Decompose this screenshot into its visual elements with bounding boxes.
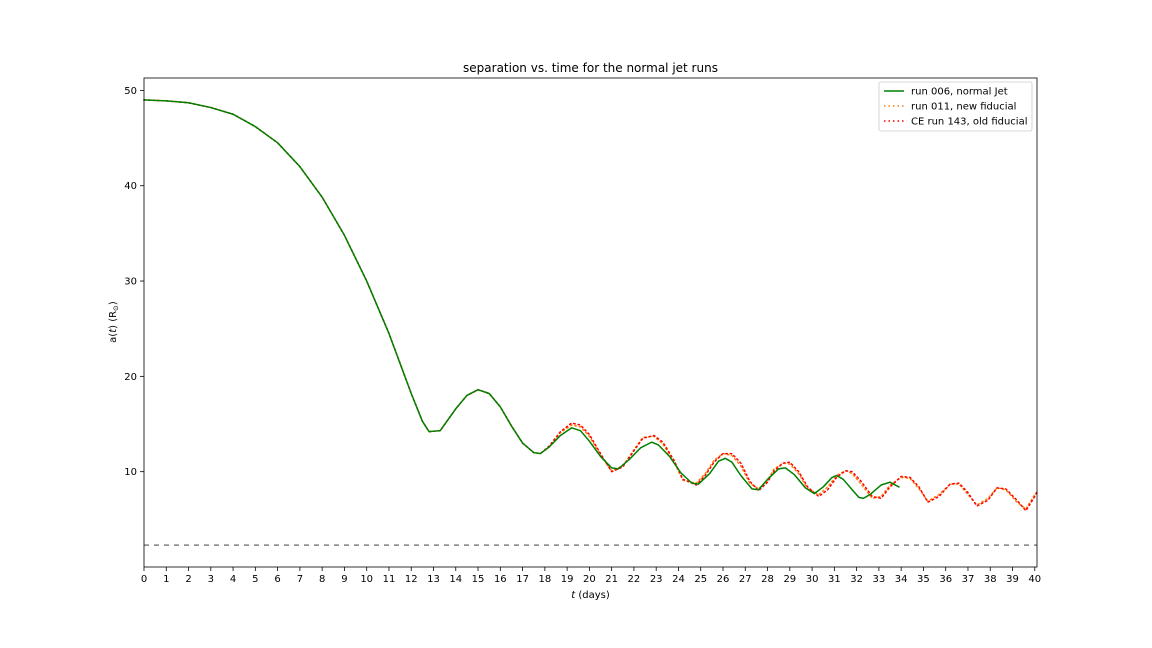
x-tick-label: 23 [650, 574, 663, 585]
x-tick-label: 19 [561, 574, 574, 585]
plot-frame [143, 77, 1038, 568]
y-axis-label-close: ) [108, 301, 119, 305]
y-axis-label-pre: a( [108, 333, 119, 343]
legend: run 006, normal Jet run 011, new fiducial… [878, 81, 1033, 132]
x-tick-label: 27 [739, 574, 752, 585]
x-tick-label: 10 [360, 574, 373, 585]
legend-entry-label: CE run 143, old fiducial [911, 117, 1027, 128]
y-axis: 10 20 30 40 50 [124, 86, 144, 478]
y-tick-label: 10 [124, 467, 137, 478]
x-tick-label: 11 [383, 574, 396, 585]
x-tick-label: 22 [628, 574, 641, 585]
x-axis-label: t (days) [571, 590, 610, 601]
x-tick-label: 28 [761, 574, 774, 585]
x-tick-label: 34 [895, 574, 908, 585]
x-tick-label: 4 [230, 574, 236, 585]
x-tick-label: 12 [405, 574, 418, 585]
x-tick-label: 21 [605, 574, 618, 585]
x-tick-label: 30 [806, 574, 819, 585]
series-layer [143, 99, 1038, 512]
x-axis-label-rest: (days) [575, 590, 610, 601]
x-tick-label: 37 [962, 574, 975, 585]
legend-box [878, 81, 1033, 132]
x-tick-label: 0 [141, 574, 147, 585]
x-tick-label: 9 [341, 574, 347, 585]
x-tick-label: 31 [828, 574, 841, 585]
x-tick-label: 1 [163, 574, 169, 585]
x-tick-label: 5 [252, 574, 258, 585]
x-tick-label: 29 [783, 574, 796, 585]
x-tick-label: 32 [850, 574, 863, 585]
y-tick-label: 30 [124, 277, 137, 288]
x-tick-label: 40 [1028, 574, 1041, 585]
x-axis: 0 1 2 3 4 5 6 7 8 9 10 11 12 13 14 15 16 17 18 19 20 21 22 23 24… [141, 567, 1041, 585]
x-tick-label: 2 [185, 574, 191, 585]
legend-entry-label: run 006, normal Jet [911, 87, 1008, 98]
x-tick-label: 17 [516, 574, 529, 585]
x-tick-label: 15 [472, 574, 485, 585]
x-tick-label: 3 [208, 574, 214, 585]
x-tick-label: 13 [427, 574, 440, 585]
x-tick-label: 39 [1006, 574, 1019, 585]
x-tick-label: 25 [694, 574, 707, 585]
x-tick-label: 35 [917, 574, 930, 585]
x-tick-label: 33 [873, 574, 886, 585]
x-tick-label: 36 [939, 574, 952, 585]
x-tick-label: 14 [449, 574, 462, 585]
x-tick-label: 24 [672, 574, 685, 585]
y-tick-label: 20 [124, 372, 137, 383]
y-tick-label: 50 [124, 86, 137, 97]
x-tick-label: 38 [984, 574, 997, 585]
y-axis-label-var: t [108, 328, 119, 333]
x-tick-label: 26 [717, 574, 730, 585]
series-line-1 [143, 99, 900, 500]
legend-entry-label: run 011, new fiducial [911, 102, 1016, 113]
plot-area [144, 78, 1037, 567]
x-tick-label: 16 [494, 574, 507, 585]
y-axis-label-rest: ) (R [108, 311, 119, 329]
x-tick-label: 18 [538, 574, 551, 585]
y-axis-label-sub: ⊙ [112, 305, 120, 311]
x-axis-label-var: t [571, 590, 576, 601]
chart-title: separation vs. time for the normal jet r… [463, 61, 718, 75]
x-tick-label: 8 [319, 574, 325, 585]
x-tick-label: 20 [583, 574, 596, 585]
y-tick-label: 40 [124, 181, 137, 192]
x-tick-label: 7 [297, 574, 303, 585]
y-axis-label: a(t) (R⊙) [108, 301, 120, 343]
x-tick-label: 6 [274, 574, 280, 585]
